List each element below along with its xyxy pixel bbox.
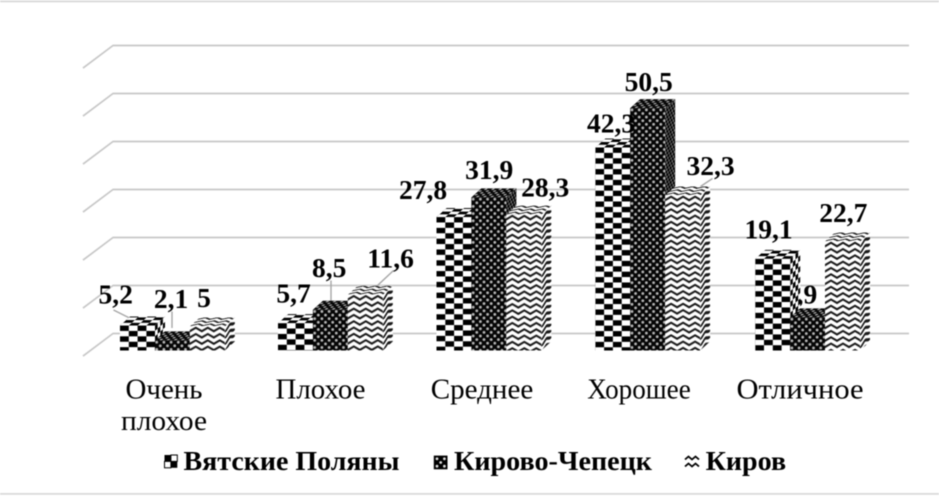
svg-text:8,5: 8,5 xyxy=(312,252,346,283)
svg-text:28,3: 28,3 xyxy=(521,171,569,202)
svg-text:Вятские Поляны: Вятские Поляны xyxy=(184,446,400,476)
svg-text:50,5: 50,5 xyxy=(625,66,673,97)
svg-text:5: 5 xyxy=(197,282,211,313)
svg-text:32,3: 32,3 xyxy=(687,150,735,181)
svg-text:плохое: плохое xyxy=(121,406,207,437)
svg-text:Киров: Киров xyxy=(706,446,787,476)
svg-text:Хорошее: Хорошее xyxy=(587,375,691,406)
svg-text:2,1: 2,1 xyxy=(154,283,188,314)
svg-text:19,1: 19,1 xyxy=(744,214,792,245)
svg-text:31,9: 31,9 xyxy=(465,154,513,185)
svg-text:22,7: 22,7 xyxy=(819,197,867,228)
svg-text:Отличное: Отличное xyxy=(737,375,864,406)
svg-text:Очень: Очень xyxy=(126,375,203,406)
svg-text:Плохое: Плохое xyxy=(276,375,366,406)
svg-text:42,3: 42,3 xyxy=(587,108,635,139)
svg-text:5,2: 5,2 xyxy=(99,278,133,309)
svg-text:Кирово-Чепецк: Кирово-Чепецк xyxy=(454,446,652,476)
svg-text:5,7: 5,7 xyxy=(276,278,311,309)
svg-text:Среднее: Среднее xyxy=(431,375,534,406)
svg-text:27,8: 27,8 xyxy=(399,174,447,205)
svg-text:11,6: 11,6 xyxy=(367,242,414,273)
